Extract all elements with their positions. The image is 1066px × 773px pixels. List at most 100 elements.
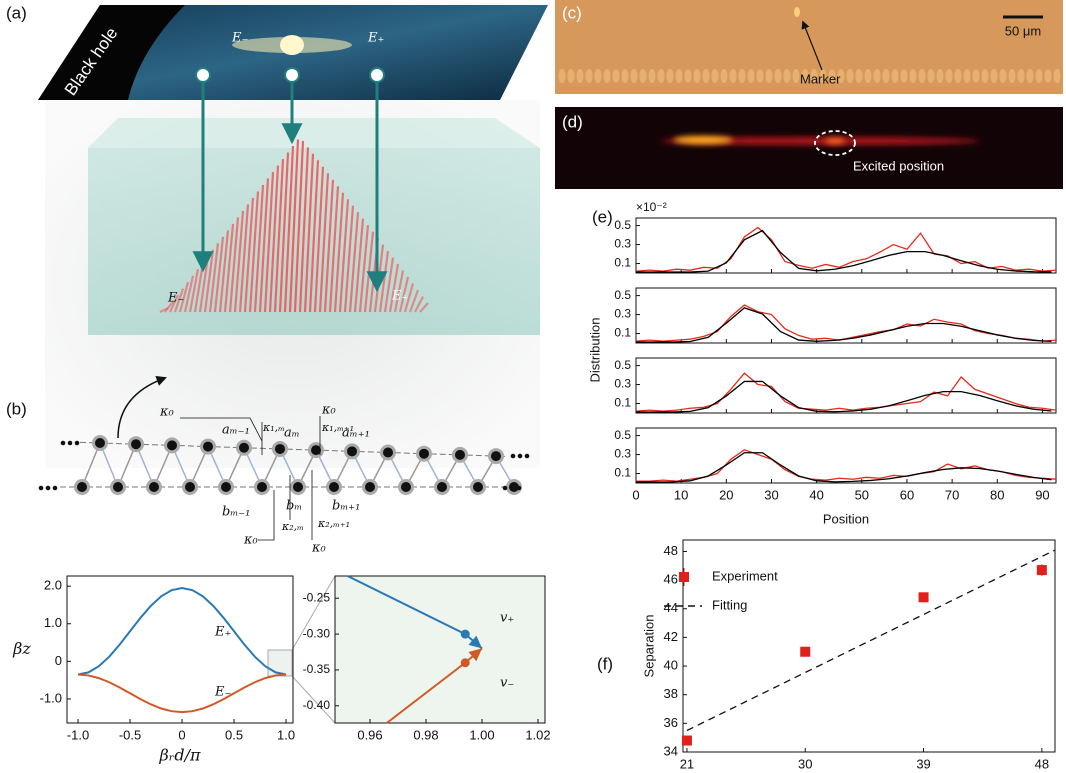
- legend-label: Fitting: [712, 597, 747, 612]
- x-axis-label: Position: [823, 511, 869, 526]
- waveguide: [398, 276, 410, 313]
- y-tick-label: -0.25: [303, 590, 331, 604]
- y-tick-label: 38: [664, 686, 678, 701]
- bump: [765, 69, 773, 83]
- annotation: Excited position: [853, 158, 944, 173]
- y-tick-label: 0.3: [614, 307, 631, 321]
- bump: [846, 69, 854, 83]
- bump: [558, 69, 566, 83]
- bump: [954, 69, 962, 83]
- y-tick-label: 0.3: [614, 237, 631, 251]
- bump: [774, 69, 782, 83]
- ellipsis: [510, 453, 516, 459]
- x-tick-label: 0.96: [357, 727, 382, 742]
- label: E₊: [367, 31, 384, 46]
- point: [460, 658, 470, 668]
- bump: [918, 69, 926, 83]
- lattice-label: κ₁,ₘ: [262, 421, 285, 434]
- bump: [909, 69, 917, 83]
- site: [380, 444, 396, 461]
- site: [470, 479, 486, 495]
- lattice-label: κ₂,ₘ₊₁: [317, 517, 350, 530]
- waveguide: [313, 166, 325, 313]
- waveguide: [278, 152, 290, 313]
- series-line: [636, 307, 1052, 343]
- bump: [819, 69, 827, 83]
- ellipsis: [509, 485, 515, 491]
- series-line: [635, 226, 1057, 272]
- y-tick-label: 0.1: [614, 466, 631, 480]
- zoom-line: [291, 575, 336, 651]
- bump: [963, 69, 971, 83]
- site: [236, 439, 252, 456]
- zoom-line: [291, 675, 336, 724]
- plot-frame: [334, 575, 546, 724]
- lattice-label: bₘ₋₁: [222, 505, 250, 520]
- series-line: [77, 587, 287, 676]
- y-tick-label: -1.0: [40, 690, 62, 705]
- waveguide: [164, 300, 174, 313]
- panel-label: (b): [6, 399, 27, 418]
- x-tick-label: 1.0: [277, 727, 295, 742]
- bump: [936, 69, 944, 83]
- ellipsis: [517, 453, 523, 459]
- site: [74, 479, 90, 495]
- site: [326, 479, 342, 495]
- point: [681, 735, 692, 746]
- waveguide: [263, 171, 275, 313]
- bump: [666, 69, 674, 83]
- waveguide: [403, 283, 415, 313]
- arrow: [801, 20, 823, 71]
- x-tick-label: 0.98: [413, 727, 438, 742]
- ellipsis: [67, 440, 73, 446]
- y-axis-label: Separation: [641, 615, 656, 678]
- x-tick-label: 20: [719, 487, 733, 502]
- y-tick-label: -0.40: [303, 698, 331, 712]
- waveguide: [273, 158, 285, 313]
- x-tick-label: 39: [916, 756, 930, 771]
- panel-label: (a): [6, 3, 27, 22]
- y-tick-label: 1.0: [44, 615, 62, 630]
- y-tick-label: 34: [664, 743, 678, 758]
- scale-bar-label: 50 μm: [1005, 23, 1041, 38]
- bump: [1008, 69, 1016, 83]
- x-axis-label: βᵣd/π: [159, 746, 201, 765]
- x-tick-label: 10: [674, 487, 688, 502]
- y-scale: ×10⁻²: [636, 200, 667, 214]
- series-line: [635, 372, 1057, 412]
- y-tick-label: 0.3: [614, 447, 631, 461]
- x-tick-label: -0.5: [119, 727, 141, 742]
- ellipsis: [38, 485, 44, 491]
- y-tick-label: 0.5: [614, 428, 631, 442]
- series-label: E₋: [214, 685, 231, 700]
- y-tick-label: 0.1: [614, 326, 631, 340]
- bump: [855, 69, 863, 83]
- x-tick-label: -1.0: [67, 727, 89, 742]
- waveguide: [178, 281, 190, 313]
- lattice-label: κ₀: [159, 405, 175, 420]
- lattice: [38, 435, 530, 495]
- site: [182, 479, 198, 495]
- panel-label: (d): [562, 112, 583, 131]
- waveguide: [343, 205, 355, 313]
- site: [200, 438, 216, 455]
- site: [344, 443, 360, 460]
- bump: [882, 69, 890, 83]
- waveguide: [208, 243, 220, 313]
- waveguide: [173, 288, 185, 313]
- waveguide: [253, 184, 265, 313]
- x-tick-label: 50: [855, 487, 869, 502]
- waveguide-array: [140, 139, 438, 314]
- waveguide: [268, 165, 280, 313]
- series-label: v₊: [500, 611, 514, 626]
- waveguide: [424, 308, 434, 314]
- plot-frame: [682, 539, 1056, 753]
- bump: [990, 69, 998, 83]
- ellipsis: [74, 440, 80, 446]
- ellipsis: [45, 485, 51, 491]
- waveguide: [188, 269, 200, 313]
- waveguide: [358, 225, 370, 313]
- x-tick-label: 1.00: [469, 727, 494, 742]
- site: [164, 437, 180, 454]
- waveguide: [238, 204, 250, 313]
